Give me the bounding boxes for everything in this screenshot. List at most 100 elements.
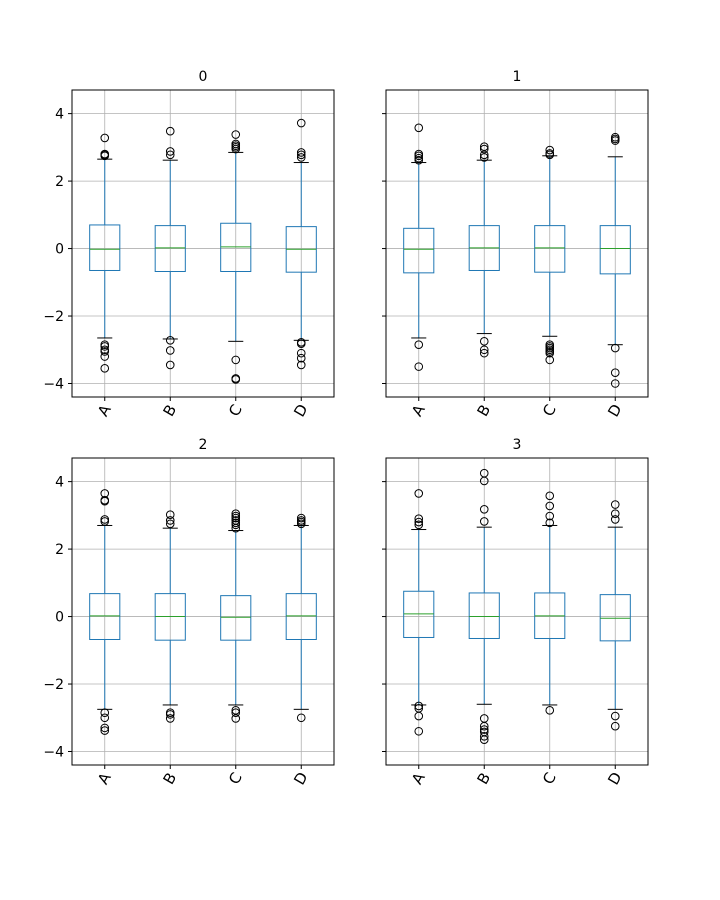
outlier-point xyxy=(100,347,110,356)
outlier-point xyxy=(100,708,110,718)
x-tick-label: B xyxy=(160,402,181,420)
y-tick-label: 4 xyxy=(55,475,64,491)
iqr-box xyxy=(220,222,252,273)
x-tick-label: C xyxy=(539,769,560,787)
outlier-point xyxy=(414,489,424,498)
outlier-point xyxy=(231,511,241,521)
x-tick-label: C xyxy=(539,401,560,419)
outlier-point xyxy=(545,149,555,158)
outlier-point xyxy=(100,495,110,505)
x-tick-label: D xyxy=(290,769,311,788)
axes-frame xyxy=(385,89,649,398)
x-tick-label: A xyxy=(94,401,115,420)
y-tick-label: −2 xyxy=(43,677,64,693)
outlier-point xyxy=(231,708,241,718)
y-tick-label: 0 xyxy=(55,242,64,258)
outlier-point xyxy=(165,126,175,136)
outlier-point xyxy=(165,516,175,525)
x-tick-label: A xyxy=(94,769,115,788)
box-C xyxy=(534,491,566,715)
outlier-point xyxy=(545,355,555,365)
outlier-point xyxy=(231,518,241,528)
iqr-box xyxy=(599,594,631,642)
subplot-0: −4 −2 0 2 4 A B C D 0 xyxy=(43,69,335,420)
outlier-point xyxy=(165,346,175,355)
outlier-point xyxy=(100,342,110,351)
outlier-point xyxy=(610,711,620,721)
outlier-point xyxy=(414,711,424,721)
outlier-point xyxy=(231,375,241,384)
outlier-point xyxy=(165,360,175,370)
outlier-point xyxy=(165,519,175,529)
outlier-point xyxy=(545,511,555,521)
outlier-point xyxy=(610,379,620,388)
outlier-point xyxy=(479,142,489,151)
outlier-point xyxy=(296,353,306,363)
outlier-point xyxy=(545,501,555,511)
outlier-point xyxy=(545,491,555,501)
outlier-point xyxy=(100,489,110,498)
y-tick-label: 2 xyxy=(55,174,64,190)
subplot-title: 2 xyxy=(199,437,208,453)
outlier-point xyxy=(296,513,306,523)
outlier-point xyxy=(610,343,620,353)
iqr-box xyxy=(285,593,317,641)
subplot-2: −4 −2 0 2 4 A B C D 2 xyxy=(43,437,335,788)
x-tick-label: D xyxy=(604,401,625,420)
outlier-point xyxy=(165,147,175,156)
outlier-point xyxy=(231,516,241,525)
outlier-point xyxy=(100,723,110,733)
x-tick-label: A xyxy=(408,769,429,788)
outlier-point xyxy=(479,725,489,734)
outlier-point xyxy=(414,149,424,159)
box-A xyxy=(403,489,435,736)
iqr-box xyxy=(154,225,186,273)
axes-frame xyxy=(71,89,335,398)
outlier-point xyxy=(231,139,241,149)
outlier-point xyxy=(414,362,424,371)
y-tick-label: 4 xyxy=(55,107,64,123)
outlier-point xyxy=(414,340,424,350)
iqr-box xyxy=(220,595,252,641)
outlier-point xyxy=(165,336,175,345)
outlier-point xyxy=(610,509,620,518)
outlier-point xyxy=(545,145,555,155)
box-D xyxy=(599,132,631,388)
outlier-point xyxy=(414,726,424,736)
outlier-point xyxy=(296,713,306,723)
outlier-point xyxy=(414,520,424,530)
outlier-point xyxy=(414,123,424,133)
iqr-box xyxy=(468,592,500,639)
outlier-point xyxy=(479,735,489,744)
box-B xyxy=(154,510,186,723)
outlier-point xyxy=(165,710,175,719)
subplot-title: 0 xyxy=(199,69,208,85)
outlier-point xyxy=(610,515,620,524)
x-tick-label: B xyxy=(474,402,495,420)
box-D xyxy=(599,500,631,731)
outlier-point xyxy=(545,706,555,715)
x-tick-label: C xyxy=(225,769,246,787)
outlier-point xyxy=(479,732,489,741)
outlier-point xyxy=(414,155,424,165)
subplot-title: 3 xyxy=(513,437,522,453)
outlier-point xyxy=(231,130,241,139)
y-tick-label: 2 xyxy=(55,542,64,558)
outlier-point xyxy=(479,517,489,526)
outlier-point xyxy=(100,517,110,526)
outlier-point xyxy=(479,345,489,355)
iqr-box xyxy=(403,227,435,274)
outlier-point xyxy=(414,514,424,524)
axes-frame xyxy=(385,457,649,766)
x-tick-label: B xyxy=(160,770,181,788)
outlier-point xyxy=(100,726,110,735)
outlier-point xyxy=(610,721,620,731)
outlier-point xyxy=(414,517,424,527)
outlier-point xyxy=(100,352,110,361)
outlier-point xyxy=(479,504,489,514)
outlier-point xyxy=(231,355,241,365)
outlier-point xyxy=(165,510,175,519)
x-tick-label: D xyxy=(290,401,311,420)
box-A xyxy=(89,133,121,373)
